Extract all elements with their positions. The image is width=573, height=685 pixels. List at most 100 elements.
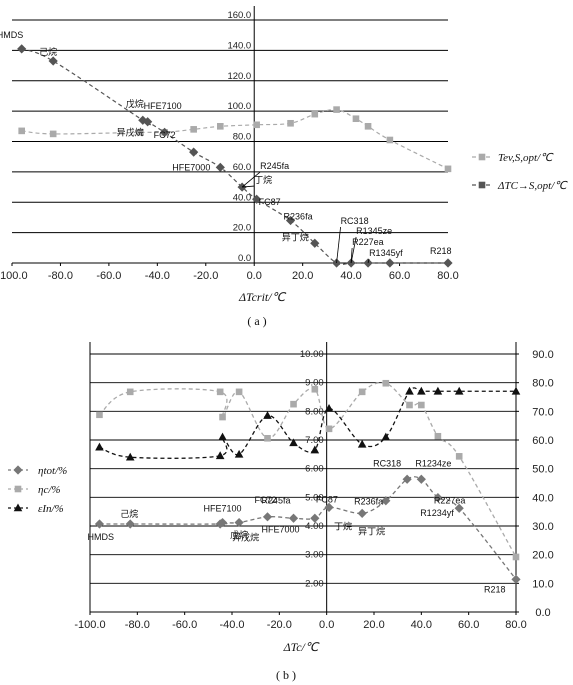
legend-marker-b (13, 503, 23, 512)
data-point-b (325, 425, 333, 433)
chart-a: 0.0 20.0 40.0 60.0 80.0 100.0 120.0 140.0 160.0 -… (0, 6, 568, 328)
point-label-b: RC318 (373, 458, 401, 468)
data-point-a (364, 123, 372, 130)
data-point-b (381, 496, 391, 506)
legend-label-a: ΔTC→S,opt/℃ (497, 180, 568, 192)
data-point-b (234, 517, 244, 528)
legend-marker-a (478, 153, 486, 161)
data-point-a (310, 238, 320, 248)
data-point-a (215, 162, 225, 172)
xtick-a: -80.0 (48, 270, 73, 282)
data-point-a (331, 258, 342, 268)
xtick-b: -100.0 (74, 619, 105, 631)
data-point-b (357, 439, 367, 448)
data-point-a (137, 129, 144, 136)
ytick-right-b: 0.0 (535, 607, 550, 619)
data-point-a (17, 44, 27, 54)
data-point-b (235, 388, 243, 396)
ytick-a: 120.0 (227, 71, 251, 82)
xtick-b: -60.0 (172, 619, 197, 631)
ytick-right-b: 50.0 (532, 464, 553, 476)
label-leader-a (350, 236, 357, 264)
xtick-b: 80.0 (505, 619, 526, 631)
point-label-b: HFE7100 (204, 504, 242, 514)
xtick-b: 0.0 (319, 619, 334, 631)
data-point-b (382, 379, 390, 387)
data-point-b (216, 388, 224, 396)
data-point-b (217, 517, 228, 528)
ytick-left-b: 4.00 (305, 521, 324, 532)
ytick-a: 160.0 (227, 10, 251, 21)
point-label-a: FC87 (259, 197, 281, 207)
xtick-a: 60.0 (389, 270, 410, 282)
data-point-a (363, 258, 373, 268)
label-leader-a (336, 226, 341, 264)
point-label-b: R1234yf (420, 508, 454, 518)
point-label-b: R236fa (354, 496, 383, 506)
label-leader-a (242, 185, 255, 188)
xtick-a: -100.0 (0, 270, 28, 282)
data-point-a (252, 194, 262, 204)
data-point-a (49, 130, 57, 138)
data-point-a (217, 123, 224, 130)
point-label-b: HMDS (87, 532, 114, 542)
data-point-b (455, 453, 463, 460)
ytick-left-b: 10.00 (300, 349, 324, 360)
ytick-left-b: 5.00 (305, 492, 324, 503)
x-axis-title-a: ΔTcrit/℃ (238, 290, 287, 304)
xtick-b: 40.0 (411, 619, 432, 631)
data-point-b (263, 411, 272, 419)
xtick-b: -40.0 (219, 619, 244, 631)
data-point-b (289, 438, 298, 447)
point-label-a: R1345ze (356, 226, 392, 236)
ytick-a: 40.0 (233, 192, 252, 203)
data-point-a (160, 127, 170, 137)
data-point-b (218, 432, 227, 441)
data-point-b (290, 400, 297, 408)
legend-label-b: ηc/% (38, 484, 61, 496)
data-point-b (416, 474, 426, 484)
series-line-b (99, 476, 517, 580)
xtick-b: -20.0 (267, 619, 292, 631)
data-point-a (386, 136, 394, 144)
legend-label-b: ηtot/% (38, 465, 67, 477)
data-point-b (406, 401, 413, 409)
data-point-b (381, 432, 391, 441)
ytick-right-b: 10.0 (532, 578, 553, 590)
point-label-b: R1234ze (415, 458, 451, 468)
ytick-a: 80.0 (233, 132, 252, 143)
xtick-a: -40.0 (145, 270, 170, 282)
ytick-right-b: 70.0 (532, 406, 553, 418)
ytick-right-b: 90.0 (532, 349, 553, 361)
legend-label-b: εIn/% (38, 503, 64, 515)
ytick-a: 0.0 (238, 253, 251, 264)
data-point-a (190, 126, 197, 133)
xtick-a: -60.0 (96, 270, 121, 282)
data-point-a (287, 119, 294, 127)
label-leader-a (350, 247, 353, 264)
data-point-a (443, 258, 453, 268)
point-label-a: 异丁烷 (282, 231, 309, 242)
point-label-a: HMDS (0, 30, 23, 40)
ytick-a: 60.0 (233, 162, 252, 173)
data-point-a (444, 165, 452, 173)
series-line-b (99, 387, 516, 459)
data-point-b (418, 401, 425, 409)
ytick-left-b: 6.00 (305, 464, 324, 475)
point-label-a: HFE7100 (144, 101, 182, 111)
data-point-a (143, 117, 153, 127)
data-point-a (48, 56, 58, 66)
data-point-b (262, 512, 273, 522)
point-label-a: R218 (430, 246, 452, 256)
data-point-b (433, 386, 443, 395)
xtick-a: 40.0 (340, 270, 361, 282)
legend-marker-a (478, 181, 486, 189)
data-point-a (385, 258, 395, 268)
xtick-a: -20.0 (193, 270, 218, 282)
ytick-left-b: 9.00 (305, 378, 324, 389)
point-label-b: HFE7000 (262, 524, 300, 534)
point-label-b: R227ea (434, 496, 466, 506)
ytick-right-b: 80.0 (532, 378, 553, 390)
data-point-b (310, 445, 320, 454)
